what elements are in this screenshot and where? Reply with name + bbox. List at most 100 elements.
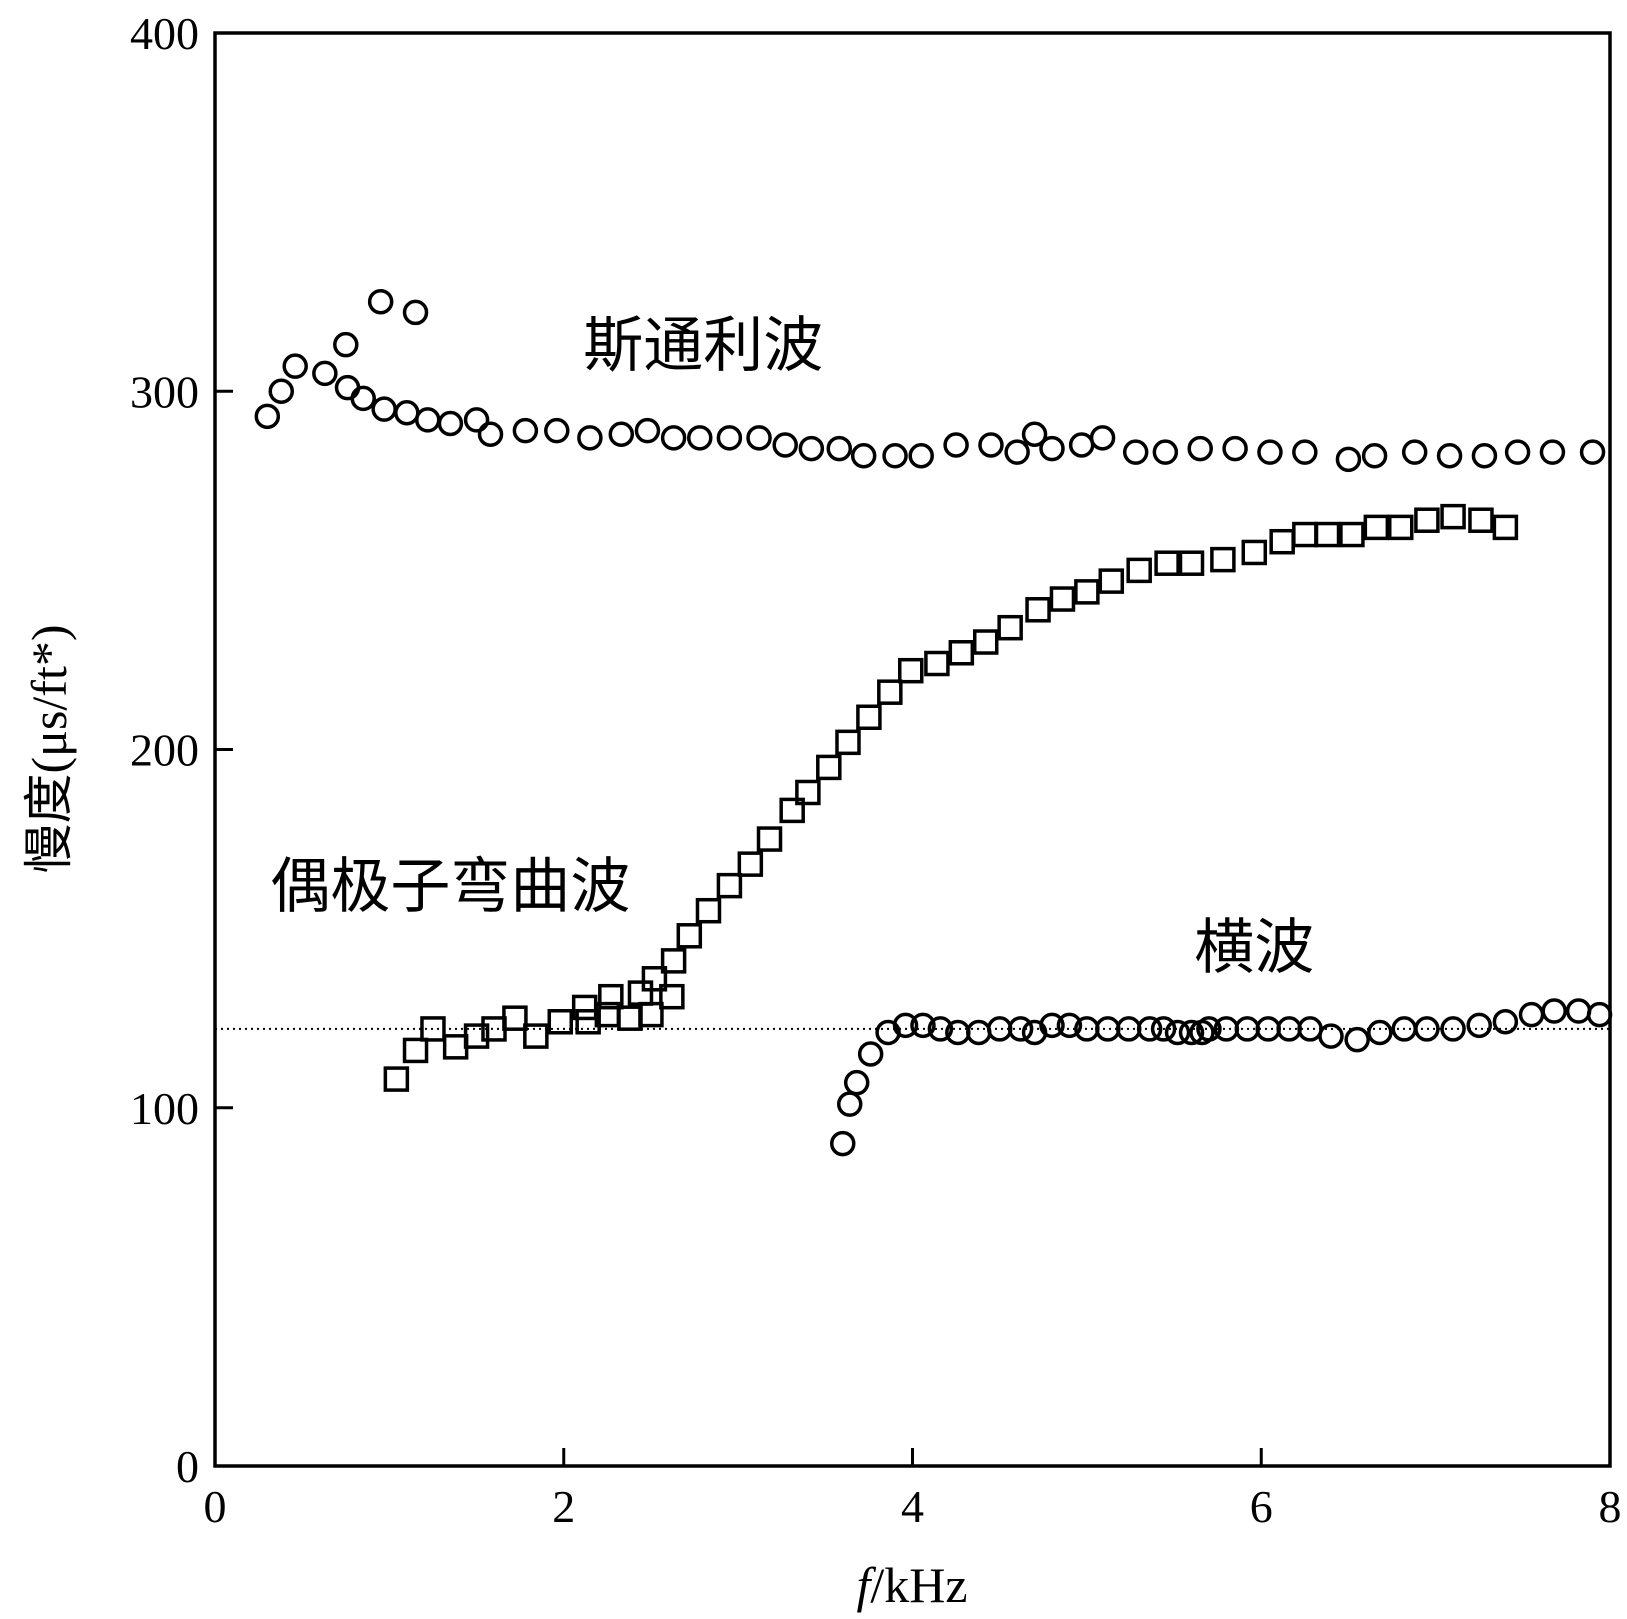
- circle-marker: [1436, 442, 1463, 469]
- square-marker: [402, 1037, 429, 1064]
- circle-marker: [1187, 435, 1213, 462]
- circle-marker: [1565, 998, 1592, 1024]
- circle-marker: [1414, 1016, 1440, 1042]
- circle-marker: [350, 385, 376, 412]
- square-marker: [1314, 521, 1341, 548]
- square-marker: [1241, 539, 1268, 566]
- square-marker: [856, 704, 882, 731]
- circle-marker: [1318, 1023, 1344, 1049]
- circle-marker: [1122, 439, 1149, 465]
- square-marker: [1339, 521, 1365, 548]
- y-tick-label: 100: [130, 1083, 199, 1134]
- plot-frame: [213, 31, 1612, 1468]
- square-marker: [1178, 550, 1205, 576]
- circle-marker: [943, 432, 969, 458]
- circle-marker: [826, 435, 853, 462]
- square-marker: [795, 779, 821, 806]
- square-marker: [617, 1005, 643, 1031]
- circle-marker: [437, 410, 464, 437]
- circle-marker: [1152, 439, 1179, 465]
- square-marker: [972, 629, 999, 655]
- square-marker: [1414, 507, 1440, 533]
- circle-marker: [334, 374, 361, 401]
- circle-marker: [1579, 439, 1606, 465]
- circle-marker: [477, 421, 504, 447]
- y-axis-label: 慢度(μs/ft*): [21, 625, 77, 874]
- square-marker: [756, 826, 783, 852]
- circle-marker: [268, 378, 295, 404]
- circle-marker: [966, 1019, 992, 1046]
- circle-marker: [1257, 439, 1283, 465]
- circle-marker: [746, 425, 772, 451]
- circle-marker: [1007, 1016, 1034, 1042]
- circle-marker: [1150, 1016, 1177, 1042]
- y-tick-label: 0: [176, 1441, 199, 1492]
- x-tick-label: 8: [1599, 1481, 1622, 1532]
- circle-marker: [772, 432, 798, 458]
- square-marker: [716, 872, 743, 899]
- circle-marker: [1196, 1016, 1222, 1042]
- circle-marker: [850, 442, 877, 469]
- circle-marker: [836, 1091, 863, 1117]
- square-marker: [1025, 597, 1051, 623]
- circle-marker: [908, 442, 934, 469]
- square-marker: [1292, 521, 1318, 548]
- circle-marker: [1136, 1016, 1163, 1042]
- square-marker: [1074, 579, 1100, 605]
- square-marker: [420, 1016, 446, 1042]
- circle-marker: [1335, 446, 1362, 473]
- square-marker: [877, 679, 903, 705]
- square-marker: [1049, 586, 1076, 612]
- x-tick-label: 4: [901, 1481, 924, 1532]
- circle-marker: [798, 435, 825, 462]
- circle-marker: [1089, 425, 1116, 451]
- circle-marker: [371, 396, 397, 422]
- square-marker: [1363, 514, 1390, 541]
- circle-marker: [716, 425, 743, 451]
- circle-marker: [1504, 439, 1531, 465]
- square-marker: [816, 754, 842, 781]
- square-marker: [1440, 503, 1466, 530]
- circle-marker: [1367, 1019, 1393, 1046]
- circle-marker: [1541, 998, 1567, 1024]
- square-marker: [1210, 546, 1236, 573]
- circle-marker: [927, 1016, 954, 1042]
- square-marker: [1269, 528, 1295, 555]
- x-tick-label: 6: [1250, 1481, 1273, 1532]
- circle-marker: [1178, 1019, 1205, 1046]
- circle-marker: [577, 425, 603, 451]
- circle-marker: [1292, 439, 1318, 465]
- square-marker: [1126, 557, 1152, 584]
- circle-marker: [1039, 1012, 1065, 1039]
- y-tick-label: 300: [130, 366, 199, 417]
- circle-marker: [544, 417, 570, 444]
- square-marker: [598, 983, 624, 1010]
- square-marker: [898, 657, 924, 684]
- circle-marker: [1539, 439, 1566, 465]
- square-marker: [737, 851, 764, 877]
- square-marker: [383, 1066, 410, 1092]
- circle-marker: [1471, 442, 1498, 469]
- circle-marker: [660, 425, 687, 451]
- square-marker: [660, 948, 687, 974]
- circle-marker: [892, 1012, 919, 1039]
- circle-marker: [843, 1069, 870, 1096]
- circle-marker: [882, 442, 908, 469]
- square-marker: [1492, 514, 1519, 541]
- circle-marker: [254, 403, 281, 430]
- circle-marker: [1222, 435, 1248, 462]
- circle-marker: [414, 407, 441, 433]
- circle-marker: [1164, 1019, 1191, 1046]
- square-marker: [835, 729, 861, 756]
- circle-marker: [1492, 1009, 1519, 1035]
- square-marker: [627, 980, 654, 1006]
- circle-marker: [394, 399, 420, 426]
- square-marker: [676, 923, 703, 949]
- square-marker: [1154, 550, 1180, 576]
- circle-marker: [367, 288, 394, 315]
- circle-marker: [608, 421, 635, 447]
- circle-marker: [282, 353, 308, 379]
- circle-marker: [910, 1012, 936, 1039]
- square-marker: [695, 897, 722, 924]
- y-tick-label: 200: [130, 725, 199, 776]
